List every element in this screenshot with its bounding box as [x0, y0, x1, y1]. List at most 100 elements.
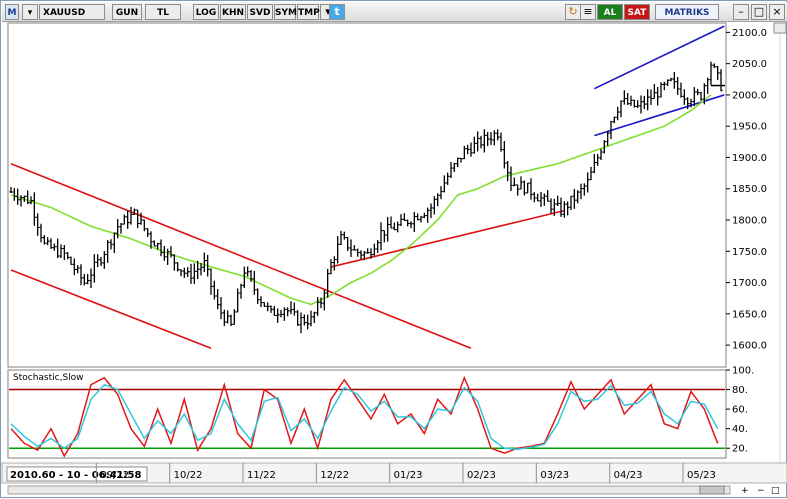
ohlc-bar — [219, 297, 223, 320]
zoom-in-icon[interactable]: + — [741, 486, 749, 496]
price-ytick-label: 1950.0 — [732, 122, 767, 133]
ohlc-bar — [462, 145, 466, 160]
ohlc-bar — [106, 240, 110, 263]
ohlc-bar — [656, 87, 660, 106]
trendline[interactable] — [10, 162, 472, 349]
ohlc-bar — [686, 97, 690, 110]
ohlc-bar — [572, 188, 576, 209]
ohlc-bar — [242, 266, 246, 289]
ohlc-bar — [109, 239, 113, 250]
ohlc-bar — [362, 250, 366, 261]
ohlc-bar — [479, 135, 483, 149]
ohlc-bar — [632, 99, 636, 108]
tmp-button[interactable]: TMP — [297, 4, 320, 20]
ohlc-bar — [42, 235, 46, 245]
fit-icon[interactable]: □ — [771, 486, 780, 496]
scroll-up-icon[interactable] — [773, 22, 787, 34]
ohlc-bar — [716, 66, 720, 81]
ohlc-bar — [312, 311, 316, 324]
ohlc-bar — [159, 239, 163, 257]
ohlc-bar — [476, 131, 480, 152]
ohlc-bar — [349, 239, 353, 258]
ohlc-bar — [236, 288, 240, 313]
settings-icon[interactable]: ≡ — [580, 4, 596, 20]
ohlc-bar — [522, 180, 526, 196]
ohlc-bar — [156, 242, 160, 250]
symbol-dropdown-icon[interactable]: ▾ — [22, 4, 38, 20]
ohlc-bar — [699, 91, 703, 101]
ohlc-bar — [542, 193, 546, 206]
ohlc-bar — [16, 188, 20, 205]
log-button[interactable]: LOG — [193, 4, 219, 20]
close-icon[interactable]: × — [769, 4, 785, 20]
ohlc-bar — [289, 301, 293, 315]
trendline[interactable] — [593, 25, 725, 90]
ohlc-bar — [39, 223, 43, 243]
twitter-icon[interactable]: t — [329, 4, 345, 20]
ohlc-bar — [96, 254, 100, 268]
khn-button[interactable]: KHN — [220, 4, 246, 20]
ohlc-bar — [376, 239, 380, 253]
ohlc-bar — [392, 222, 396, 231]
ohlc-bar — [592, 153, 596, 174]
svd-button[interactable]: SVD — [247, 4, 273, 20]
ohlc-bar — [336, 236, 340, 264]
price-ytick-label: 1650.0 — [732, 309, 767, 320]
ohlc-bar — [26, 190, 30, 205]
refresh-icon[interactable]: ↻ — [565, 4, 581, 20]
ohlc-bar — [396, 221, 400, 233]
period-button[interactable]: GUN — [112, 4, 142, 20]
ohlc-bar — [702, 83, 706, 105]
horizontal-scrollbar[interactable] — [7, 485, 731, 495]
ohlc-bar — [276, 308, 280, 323]
ohlc-bar — [532, 192, 536, 203]
ohlc-bar — [599, 148, 603, 161]
ohlc-bar — [506, 160, 510, 182]
sell-button[interactable]: SAT — [624, 4, 650, 20]
ohlc-bar — [639, 95, 643, 114]
ohlc-bar — [232, 309, 236, 325]
scrollbar-thumb[interactable] — [699, 485, 725, 495]
ohlc-bar — [409, 221, 413, 229]
zoom-out-icon[interactable]: − — [757, 486, 765, 496]
ohlc-bar — [139, 212, 143, 225]
ohlc-bar — [346, 236, 350, 252]
ohlc-bar — [72, 258, 76, 276]
trendline[interactable] — [10, 269, 212, 349]
ohlc-bar — [92, 254, 96, 283]
ohlc-bar — [136, 209, 140, 229]
ohlc-bar — [239, 283, 243, 299]
ohlc-bar — [412, 211, 416, 233]
maximize-icon[interactable]: □ — [751, 4, 767, 20]
buy-button[interactable]: AL — [597, 4, 623, 20]
ohlc-bar — [226, 310, 230, 324]
ohlc-bar — [576, 190, 580, 204]
symbol-field[interactable]: XAUUSD — [39, 4, 105, 20]
ohlc-bar — [309, 310, 313, 327]
ohlc-bar — [86, 274, 90, 285]
ohlc-bar — [676, 76, 680, 95]
ohlc-bar — [356, 248, 360, 257]
ohlc-bar — [262, 302, 266, 307]
sym-button[interactable]: SYM — [274, 4, 297, 20]
currency-button[interactable]: TL — [145, 4, 181, 20]
ohlc-bar — [76, 265, 80, 274]
ohlc-bar — [149, 231, 153, 249]
ohlc-bar — [229, 314, 233, 327]
ohlc-bar — [612, 116, 616, 124]
ohlc-bar — [629, 95, 633, 106]
ohlc-bar — [402, 213, 406, 222]
ohlc-bar — [249, 270, 253, 282]
minimize-icon[interactable]: – — [733, 4, 749, 20]
ohlc-bar — [326, 268, 330, 298]
ohlc-bar — [439, 186, 443, 200]
ohlc-bar — [496, 129, 500, 141]
trendline[interactable] — [330, 209, 565, 268]
ohlc-bar — [192, 263, 196, 285]
ohlc-bar — [606, 130, 610, 146]
ohlc-bar — [9, 186, 13, 193]
ohlc-bar — [62, 245, 66, 260]
ohlc-bar — [709, 61, 713, 86]
ohlc-bar — [316, 297, 320, 316]
